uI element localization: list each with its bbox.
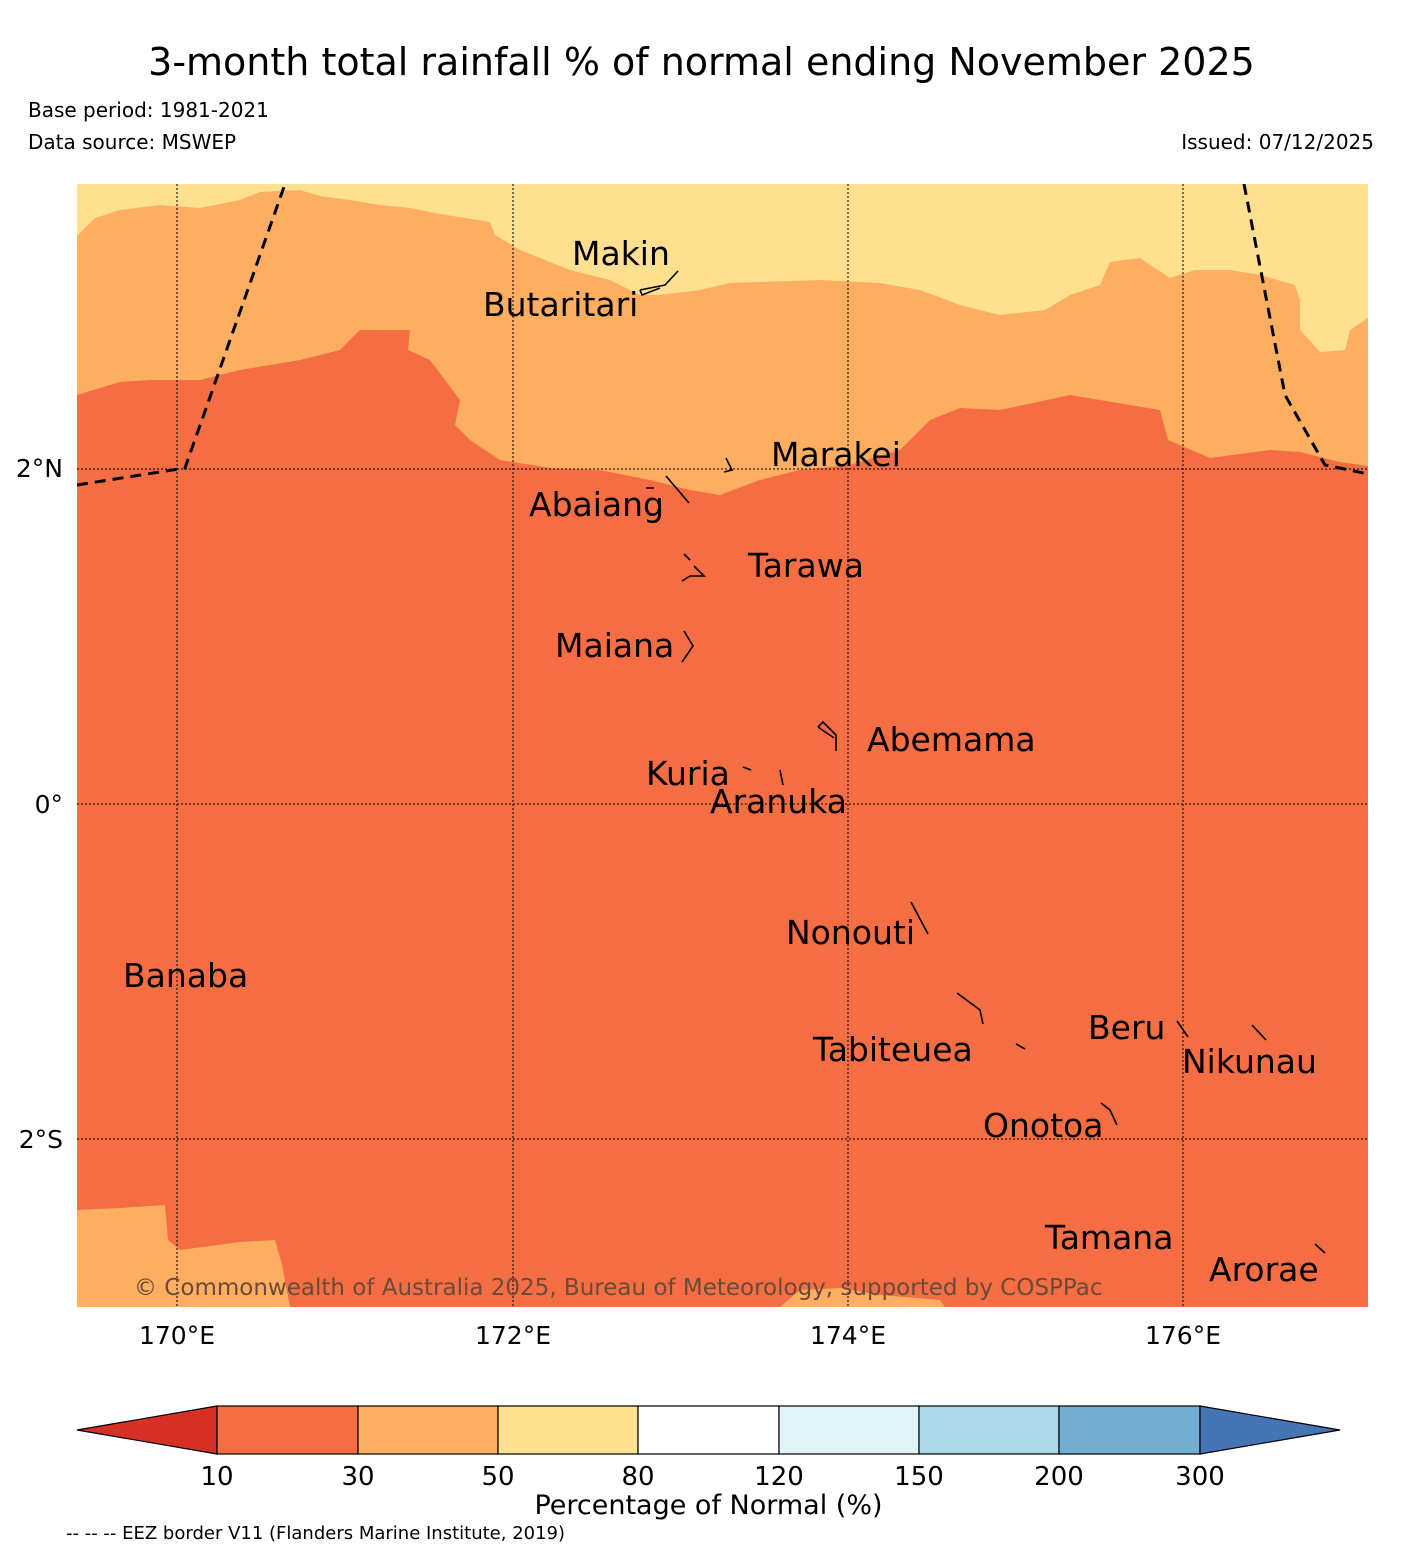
eez-border-east <box>1242 184 1368 476</box>
island-outline-onotoa <box>1100 1102 1118 1126</box>
colorbar-seg-gt300 <box>1199 1405 1341 1455</box>
lat-label-2s: 2°S <box>19 1125 63 1154</box>
band-50-80-north <box>77 184 1368 352</box>
island-outline-maiana <box>681 630 694 663</box>
island-outline-abaiang <box>646 475 690 504</box>
label-kuria: Kuria <box>646 754 730 793</box>
label-abaiang: Abaiang <box>529 485 664 524</box>
lon-label-176: 176°E <box>1145 1321 1221 1350</box>
label-arorae: Arorae <box>1209 1250 1319 1289</box>
base-period: Base period: 1981-2021 <box>28 98 269 122</box>
colorbar-tick-300: 300 <box>1175 1462 1225 1492</box>
colorbar-tick-200: 200 <box>1034 1462 1084 1492</box>
colorbar-tick-120: 120 <box>754 1462 804 1492</box>
lat-label-0: 0° <box>35 790 63 819</box>
lat-label-2n: 2°N <box>16 454 63 483</box>
island-outline-marakei <box>723 457 734 473</box>
label-tarawa: Tarawa <box>747 546 864 585</box>
colorbar-tick-150: 150 <box>894 1462 944 1492</box>
label-nikunau: Nikunau <box>1182 1042 1317 1081</box>
colorbar-tick-80: 80 <box>621 1462 654 1492</box>
island-outline-tabiteuea <box>956 992 1026 1050</box>
colorbar-label: Percentage of Normal (%) <box>534 1490 883 1521</box>
label-butaritari: Butaritari <box>483 285 638 324</box>
colorbar-seg-80-120 <box>637 1405 780 1455</box>
lon-label-174: 174°E <box>810 1321 886 1350</box>
data-source: Data source: MSWEP <box>28 130 237 154</box>
colorbar-seg-lt10 <box>76 1405 218 1455</box>
island-outline-nonouti <box>910 901 929 935</box>
label-maiana: Maiana <box>555 626 674 665</box>
island-outline-aranuka <box>779 769 784 786</box>
island-outline-arorae <box>1314 1243 1326 1254</box>
island-outline-kuria <box>742 766 752 771</box>
label-onotoa: Onotoa <box>983 1106 1103 1145</box>
map-title: 3-month total rainfall % of normal endin… <box>148 40 1255 84</box>
label-marakei: Marakei <box>771 435 901 474</box>
label-nonouti: Nonouti <box>786 913 915 952</box>
island-outline-butaritari <box>639 270 679 297</box>
copyright-notice: © Commonwealth of Australia 2025, Bureau… <box>134 1275 1103 1301</box>
colorbar-seg-120-150 <box>778 1405 920 1455</box>
island-outline-tarawa <box>681 553 706 582</box>
label-aranuka: Aranuka <box>710 782 847 821</box>
label-tabiteuea: Tabiteuea <box>812 1030 973 1069</box>
island-outline-nikunau <box>1251 1024 1267 1041</box>
label-banaba: Banaba <box>123 956 248 995</box>
colorbar-tick-10: 10 <box>200 1462 233 1492</box>
island-outline-beru <box>1176 1020 1189 1038</box>
colorbar-tick-30: 30 <box>341 1462 374 1492</box>
label-tamana: Tamana <box>1044 1218 1173 1257</box>
colorbar-seg-10-30 <box>216 1405 359 1455</box>
eez-note: -- -- -- EEZ border V11 (Flanders Marine… <box>66 1523 566 1544</box>
colorbar-seg-200-300 <box>1058 1405 1201 1455</box>
colorbar <box>76 1405 1341 1455</box>
lon-label-172: 172°E <box>475 1321 551 1350</box>
colorbar-seg-150-200 <box>918 1405 1060 1455</box>
label-abemama: Abemama <box>867 720 1036 759</box>
colorbar-seg-50-80 <box>497 1405 639 1455</box>
colorbar-seg-30-50 <box>357 1405 499 1455</box>
colorbar-tick-50: 50 <box>481 1462 514 1492</box>
lon-label-170: 170°E <box>139 1321 215 1350</box>
issued-date: Issued: 07/12/2025 <box>1181 130 1374 154</box>
label-makin: Makin <box>572 234 670 273</box>
band-30-50-south <box>780 1288 945 1307</box>
band-30-50-southwest <box>77 1205 290 1307</box>
eez-border-west <box>77 184 287 487</box>
label-beru: Beru <box>1088 1008 1165 1047</box>
island-outline-abemama <box>817 720 837 751</box>
